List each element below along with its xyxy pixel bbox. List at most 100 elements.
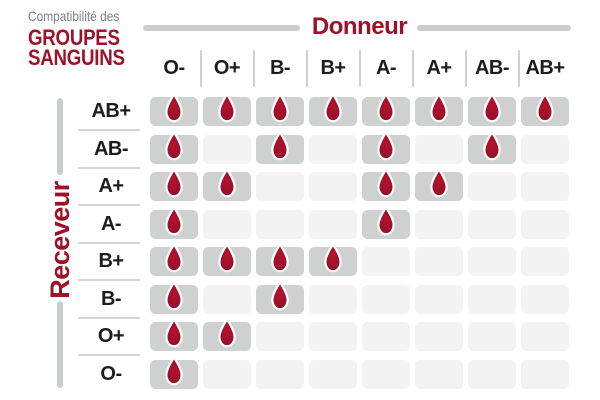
cell-O+-B+ <box>309 322 357 351</box>
cell-B--B+ <box>309 284 357 314</box>
cell-O+-O- <box>150 318 198 351</box>
cell-AB--B+ <box>309 134 357 164</box>
cell-B--B- <box>256 280 304 314</box>
cell-AB--O- <box>150 130 198 164</box>
receiver-row-label-AB+: AB+ <box>91 100 131 122</box>
cell-B+-AB+ <box>521 247 569 276</box>
blood-drop-icon <box>165 130 183 160</box>
cell-A--B- <box>256 209 304 239</box>
cell-B--A+ <box>415 284 463 314</box>
cell-A+-AB+ <box>521 172 569 201</box>
blood-drop-icon <box>324 93 342 123</box>
donor-column-header-A+: A+ <box>426 56 452 79</box>
cell-A--B+ <box>309 209 357 239</box>
row-separator <box>78 204 140 206</box>
blood-drop-icon <box>430 93 448 123</box>
column-separator <box>305 50 308 87</box>
blood-drop-icon <box>271 93 289 123</box>
cell-B--O+ <box>203 284 251 314</box>
row-separator <box>78 241 140 244</box>
chart-title: Compatibilité des GROUPES SANGUINS <box>28 8 125 70</box>
cell-A--O+ <box>203 209 251 239</box>
donor-column-header-O-: O- <box>163 56 185 79</box>
row-separator <box>78 316 140 319</box>
row-separator <box>78 166 140 169</box>
cell-A+-O- <box>150 168 198 201</box>
donor-line-left <box>143 25 300 31</box>
cell-O+-AB+ <box>521 322 569 351</box>
blood-drop-icon <box>271 130 289 160</box>
blood-drop-icon <box>271 243 289 273</box>
cell-B+-B- <box>256 243 304 276</box>
blood-drop-icon <box>218 168 236 198</box>
cell-O--B+ <box>309 359 357 389</box>
cell-A+-A- <box>362 168 410 201</box>
blood-drop-icon <box>165 280 183 310</box>
receiver-line-bottom <box>57 301 63 388</box>
cell-AB+-AB- <box>468 93 516 126</box>
blood-drop-icon <box>218 318 236 348</box>
donor-column-header-B-: B- <box>269 56 291 79</box>
cell-O--AB+ <box>521 359 569 389</box>
blood-drop-icon <box>324 243 342 273</box>
cell-O+-A- <box>362 322 410 351</box>
blood-drop-icon <box>377 168 395 198</box>
cell-A--AB+ <box>521 209 569 239</box>
cell-B--A- <box>362 284 410 314</box>
column-separator <box>252 50 255 87</box>
blood-drop-icon <box>430 168 448 198</box>
cell-B+-AB- <box>468 247 516 276</box>
donor-column-header-A-: A- <box>375 56 397 79</box>
cell-A+-AB- <box>468 172 516 201</box>
column-separator <box>411 50 414 87</box>
cell-O--AB- <box>468 359 516 389</box>
cell-AB+-O- <box>150 93 198 126</box>
row-separator <box>78 129 140 131</box>
cell-O+-A+ <box>415 322 463 351</box>
column-separator <box>199 50 202 87</box>
donor-column-header-O+: O+ <box>213 56 241 79</box>
cell-AB--B- <box>256 130 304 164</box>
cell-B--O- <box>150 280 198 314</box>
cell-A--AB- <box>468 209 516 239</box>
receiver-row-label-AB-: AB- <box>93 137 129 160</box>
cell-AB+-AB+ <box>521 93 569 126</box>
donor-line-right <box>417 25 571 31</box>
donor-axis-label: Donneur <box>311 13 408 40</box>
blood-drop-icon <box>165 318 183 348</box>
blood-drop-icon <box>377 205 395 235</box>
cell-A--O- <box>150 205 198 239</box>
cell-B--AB+ <box>521 284 569 314</box>
cell-AB--A+ <box>415 134 463 164</box>
cell-A+-B+ <box>309 172 357 201</box>
blood-drop-icon <box>536 93 554 123</box>
column-separator <box>358 50 361 87</box>
donor-column-header-B+: B+ <box>320 56 346 79</box>
receiver-row-label-B+: B+ <box>98 250 124 272</box>
cell-B+-O+ <box>203 243 251 276</box>
cell-B+-O- <box>150 243 198 276</box>
cell-O+-AB- <box>468 322 516 351</box>
receiver-row-label-O+: O+ <box>97 325 125 347</box>
title-line-2: SANGUINS <box>28 45 125 70</box>
blood-drop-icon <box>165 205 183 235</box>
blood-drop-icon <box>218 93 236 123</box>
cell-AB+-B+ <box>309 93 357 126</box>
receiver-row-label-A-: A- <box>100 212 122 235</box>
blood-drop-icon <box>377 130 395 160</box>
cell-AB+-O+ <box>203 93 251 126</box>
title-prefix: Compatibilité des <box>28 8 120 24</box>
blood-drop-icon <box>483 93 501 123</box>
cell-O--O- <box>150 355 198 389</box>
blood-drop-icon <box>165 93 183 123</box>
cell-AB+-B- <box>256 93 304 126</box>
column-separator <box>464 50 467 87</box>
cell-A+-O+ <box>203 168 251 201</box>
cell-AB--AB+ <box>521 134 569 164</box>
cell-AB+-A+ <box>415 93 463 126</box>
cell-B--AB- <box>468 284 516 314</box>
cell-AB--O+ <box>203 134 251 164</box>
blood-drop-icon <box>483 130 501 160</box>
